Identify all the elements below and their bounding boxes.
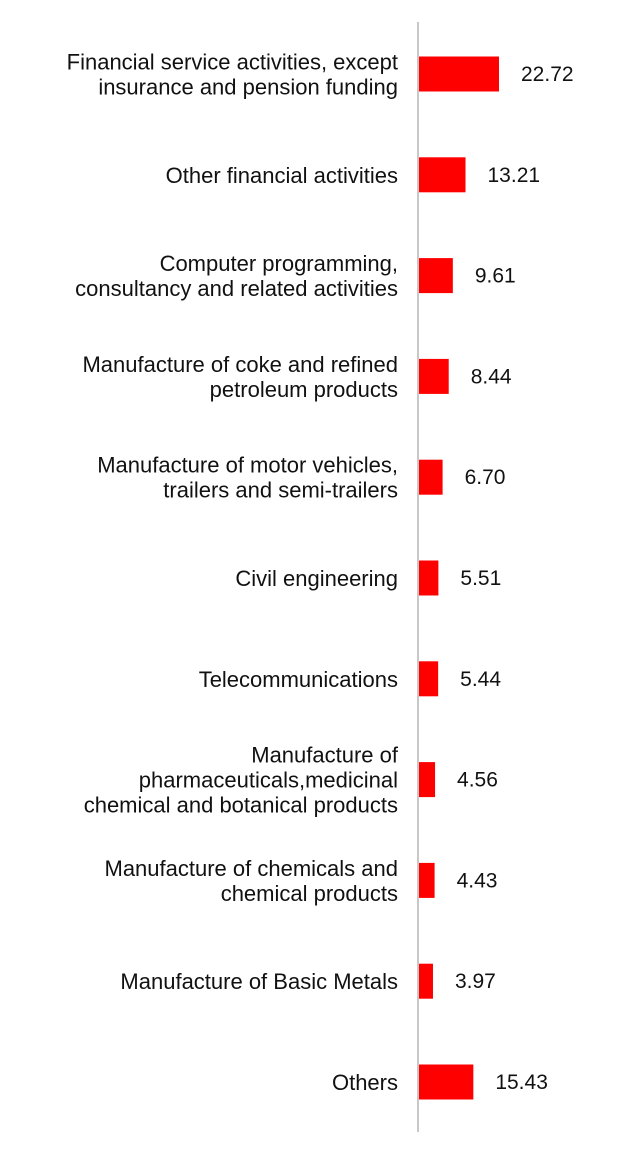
value-label-2: 9.61: [475, 265, 516, 288]
value-label-3: 8.44: [471, 365, 512, 388]
category-label-line: consultancy and related activities: [75, 276, 398, 301]
category-label-2: Computer programming, consultancy and rel…: [75, 251, 398, 301]
bar-1: [419, 157, 466, 193]
bar-5: [419, 560, 439, 596]
value-label-9: 3.97: [455, 970, 496, 993]
bars-group: [419, 56, 499, 1100]
category-label-10: Others: [332, 1070, 398, 1095]
category-label-line: Manufacture of Basic Metals: [120, 969, 398, 994]
category-label-line: Computer programming,: [160, 251, 398, 276]
value-label-7: 4.56: [457, 769, 498, 792]
bar-7: [419, 762, 436, 798]
bar-9: [419, 963, 433, 999]
category-label-8: Manufacture of chemicals and chemical pro…: [105, 856, 399, 906]
value-label-0: 22.72: [521, 63, 574, 86]
value-label-4: 6.70: [465, 466, 506, 489]
category-label-line: Civil engineering: [235, 566, 398, 591]
bar-8: [419, 862, 435, 898]
category-label-3: Manufacture of coke and refined petroleum…: [82, 352, 398, 402]
category-label-1: Other financial activities: [166, 163, 398, 188]
category-label-6: Telecommunications: [199, 667, 398, 692]
category-label-line: insurance and pension funding: [98, 75, 398, 100]
category-label-line: chemical products: [221, 881, 398, 906]
value-label-8: 4.43: [457, 869, 498, 892]
bar-3: [419, 358, 449, 394]
value-label-5: 5.51: [460, 567, 501, 590]
value-labels-group: 22.72 13.21 9.61 8.44 6.70 5.51 5.44 4.56 4.43 3.…: [455, 63, 574, 1094]
bar-2: [419, 258, 453, 294]
category-label-4: Manufacture of motor vehicles, trailers a…: [97, 453, 398, 503]
value-label-1: 13.21: [488, 164, 541, 187]
category-label-line: pharmaceuticals,medicinal: [139, 768, 398, 793]
bar-4: [419, 459, 443, 495]
value-label-10: 15.43: [495, 1071, 548, 1094]
category-label-7: Manufacture of pharmaceuticals,medicinal c…: [84, 743, 399, 818]
category-label-line: Manufacture of chemicals and: [105, 856, 399, 881]
bar-0: [419, 56, 499, 92]
category-label-line: chemical and botanical products: [84, 793, 398, 818]
category-label-line: petroleum products: [210, 377, 398, 402]
category-label-line: Manufacture of motor vehicles,: [97, 453, 398, 478]
category-label-9: Manufacture of Basic Metals: [120, 969, 398, 994]
category-label-5: Civil engineering: [235, 566, 398, 591]
category-label-0: Financial service activities, except insu…: [67, 50, 398, 100]
category-label-line: Telecommunications: [199, 667, 398, 692]
category-label-line: trailers and semi-trailers: [163, 478, 398, 503]
category-label-line: Financial service activities, except: [67, 50, 398, 75]
category-label-line: Other financial activities: [166, 163, 398, 188]
bar-6: [419, 661, 439, 697]
bar-10: [419, 1064, 474, 1100]
category-label-line: Manufacture of: [251, 743, 399, 768]
value-label-6: 5.44: [460, 668, 501, 691]
category-label-line: Manufacture of coke and refined: [82, 352, 398, 377]
category-labels-group: Financial service activities, except insu…: [67, 50, 399, 1096]
category-label-line: Others: [332, 1070, 398, 1095]
